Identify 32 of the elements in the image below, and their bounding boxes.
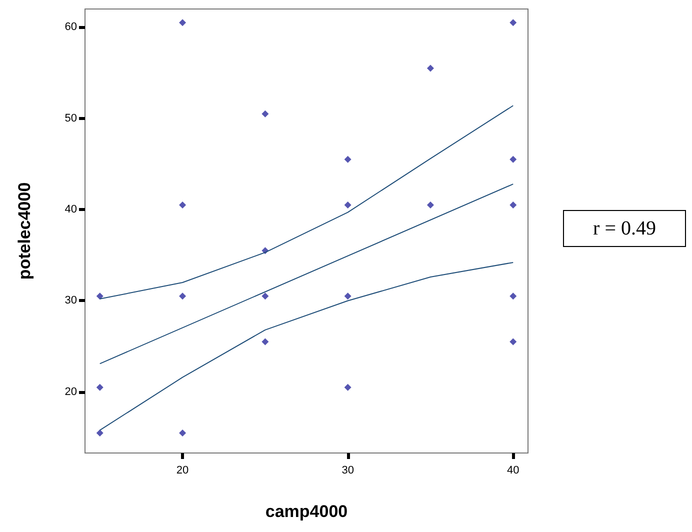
point: [510, 19, 517, 26]
x-tick-label: 30: [342, 464, 354, 476]
x-tick-label: 20: [176, 464, 189, 476]
point: [344, 384, 352, 391]
point: [344, 156, 352, 163]
point: [179, 429, 186, 436]
text: r = 0.49: [593, 218, 656, 240]
point: [262, 292, 269, 300]
x-tick-label: 40: [507, 464, 520, 476]
point: [510, 156, 517, 163]
point: [344, 292, 352, 300]
point: [179, 292, 186, 300]
y-tick-label: 50: [64, 112, 77, 124]
point: [262, 110, 269, 118]
y-tick-label: 30: [64, 294, 77, 307]
point: [262, 338, 269, 346]
point: [96, 429, 104, 436]
point: [96, 292, 104, 300]
point: [179, 19, 186, 26]
point: [96, 384, 104, 391]
x-axis-title: camp4000: [265, 502, 348, 521]
y-tick-label: 60: [64, 21, 77, 34]
y-tick-label: 20: [64, 386, 77, 398]
y-axis-title: potelec4000: [15, 182, 34, 280]
point: [426, 202, 434, 209]
point: [510, 202, 517, 209]
point: [344, 202, 352, 209]
y-tick-label: 40: [64, 204, 77, 216]
point: [179, 202, 186, 209]
point: [510, 292, 517, 300]
point: [510, 338, 517, 346]
point: [426, 64, 434, 72]
